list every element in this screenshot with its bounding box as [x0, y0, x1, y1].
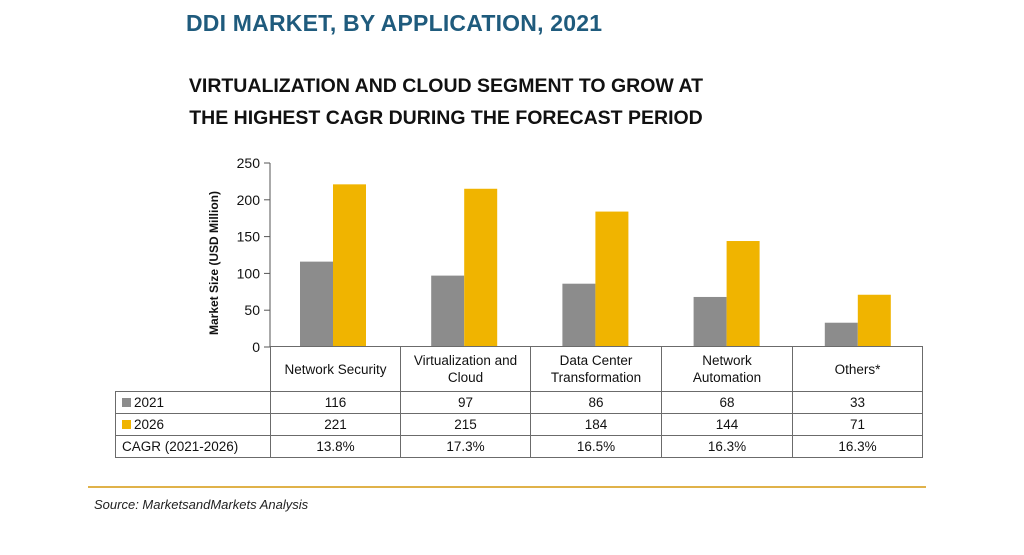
table-cell: 16.3%: [792, 435, 923, 458]
table-cell: 16.3%: [661, 435, 793, 458]
source-note: Source: MarketsandMarkets Analysis: [94, 497, 309, 512]
category-label-line: Network: [702, 353, 752, 368]
y-axis-title: Market Size (USD Million): [207, 191, 221, 335]
category-label-line: Others*: [834, 361, 881, 377]
table-cell: 184: [530, 413, 662, 436]
table-cell: 71: [792, 413, 923, 436]
table-cell: 86: [530, 391, 662, 414]
y-tick-label: 150: [237, 229, 261, 245]
category-label-line: Transformation: [550, 370, 642, 385]
subtitle-line-2: THE HIGHEST CAGR DURING THE FORECAST PER…: [189, 107, 703, 129]
bar-2026-0: [333, 184, 366, 347]
category-label: Data Center Transformation: [530, 346, 662, 392]
table-cell: 13.8%: [270, 435, 401, 458]
table-header-row: Network Security Virtualization and Cloud D…: [115, 346, 923, 392]
row-label: CAGR (2021-2026): [115, 435, 271, 458]
table-cell: 33: [792, 391, 923, 414]
subtitle-line-1: VIRTUALIZATION AND CLOUD SEGMENT TO GROW…: [188, 75, 704, 97]
table-cell: 68: [661, 391, 793, 414]
row-label: 2021: [115, 391, 271, 414]
table-cell: 144: [661, 413, 793, 436]
bar-2021-2: [562, 283, 596, 347]
table-cell: 97: [400, 391, 531, 414]
data-table: Network Security Virtualization and Cloud D…: [115, 346, 923, 458]
y-tick-label: 250: [237, 155, 261, 171]
footer-divider: [88, 486, 926, 488]
table-row: CAGR (2021-2026) 13.8% 17.3% 16.5% 16.3% 16.3…: [115, 435, 923, 458]
row-label-text: 2021: [134, 395, 165, 410]
table-row: 2026 221 215 184 144 71: [115, 413, 923, 436]
category-label-line: Automation: [692, 370, 762, 385]
table-cell: 221: [270, 413, 401, 436]
category-label: Network Security: [270, 346, 401, 392]
legend-swatch: [122, 398, 131, 407]
y-tick-label: 100: [237, 265, 261, 281]
row-label: 2026: [115, 413, 271, 436]
y-tick-label: 50: [244, 302, 260, 318]
category-label: Network Automation: [661, 346, 793, 392]
row-label-text: 2026: [134, 417, 165, 432]
category-label-line: Network Security: [284, 361, 387, 377]
category-label-line: Virtualization and: [413, 353, 518, 368]
chart-subtitle: VIRTUALIZATION AND CLOUD SEGMENT TO GROW…: [0, 70, 892, 134]
bar-2026-2: [595, 211, 629, 347]
category-label: Virtualization and Cloud: [400, 346, 531, 392]
category-label: Others*: [792, 346, 923, 392]
bar-2026-3: [726, 241, 760, 347]
bar-2026-1: [464, 188, 498, 347]
category-label-line: Cloud: [447, 370, 484, 385]
bar-2021-3: [693, 296, 727, 347]
page-title: DDI MARKET, BY APPLICATION, 2021: [186, 10, 603, 36]
bar-2026-4: [857, 294, 891, 347]
bar-2021-0: [300, 261, 333, 347]
row-label-text: CAGR (2021-2026): [122, 439, 239, 454]
legend-swatch: [122, 420, 131, 429]
bar-2021-1: [431, 275, 465, 347]
table-cell: 16.5%: [530, 435, 662, 458]
bar-2021-4: [824, 322, 858, 347]
table-row: 2021 116 97 86 68 33: [115, 391, 923, 414]
table-corner-cell: [115, 346, 271, 392]
y-tick-label: 200: [237, 192, 261, 208]
table-cell: 116: [270, 391, 401, 414]
table-cell: 215: [400, 413, 531, 436]
table-cell: 17.3%: [400, 435, 531, 458]
category-label-line: Data Center: [559, 353, 633, 368]
